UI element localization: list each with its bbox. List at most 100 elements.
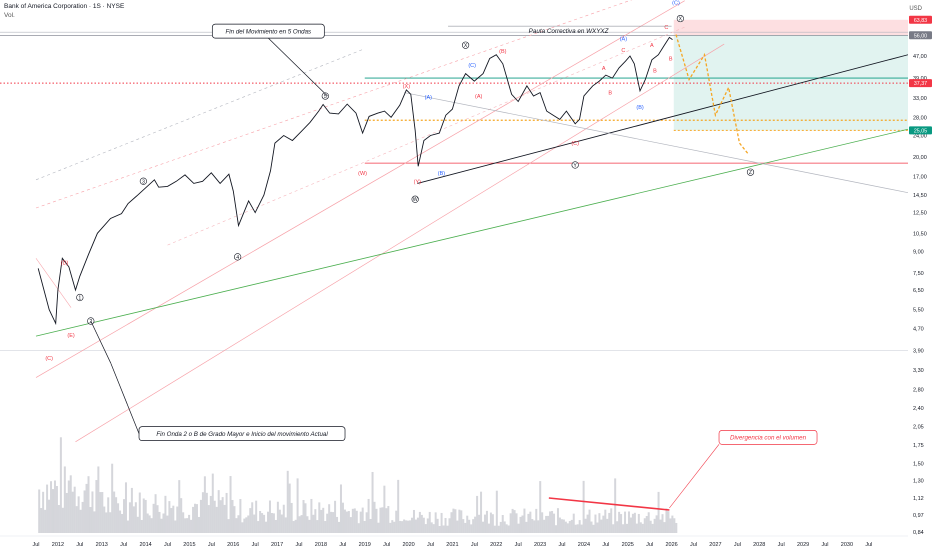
volume-bar xyxy=(117,503,120,533)
volume-bar xyxy=(97,466,100,533)
volume-bar xyxy=(478,514,481,533)
volume-bar xyxy=(63,466,66,533)
channel-line-outer xyxy=(35,0,633,209)
volume-bar xyxy=(560,519,563,533)
volume-bar xyxy=(395,510,398,533)
y-tick-label: 4,70 xyxy=(913,326,924,332)
volume-bar xyxy=(91,491,94,533)
volume-bar xyxy=(399,520,402,533)
volume-bar xyxy=(292,521,295,533)
wave-label: A xyxy=(602,66,606,72)
volume-bar xyxy=(164,495,167,533)
x-tick-label: 2014 xyxy=(139,542,151,548)
volume-bar xyxy=(568,521,571,533)
x-tick-label: 2021 xyxy=(446,542,458,548)
price-series-line[interactable] xyxy=(37,36,673,326)
volume-bar xyxy=(111,463,114,533)
volume-bar xyxy=(357,523,360,533)
volume-bar xyxy=(326,513,329,533)
volume-bar xyxy=(566,523,569,533)
volume-bar xyxy=(657,491,660,533)
volume-indicator-label[interactable]: Vol. xyxy=(4,12,15,19)
volume-bar xyxy=(405,520,408,533)
volume-bar xyxy=(558,517,561,533)
annotation-correctiva-text: Pauta Correctiva en WXYXZ xyxy=(529,28,610,35)
wave-label: (C) xyxy=(468,63,476,69)
annotation-divergencia-pointer xyxy=(669,444,720,509)
volume-bar xyxy=(511,508,514,533)
volume-bar xyxy=(586,514,589,533)
x-tick-label: Jul xyxy=(252,542,259,548)
volume-bar xyxy=(231,499,234,533)
volume-bar xyxy=(274,519,277,533)
volume-bar xyxy=(93,511,96,533)
wave-marker-circle xyxy=(571,161,579,169)
volume-bar xyxy=(541,512,544,533)
volume-bar xyxy=(156,505,159,533)
volume-bar xyxy=(391,520,394,533)
channel-line-lower xyxy=(75,43,725,443)
volume-bar xyxy=(411,517,414,533)
volume-bar xyxy=(653,518,656,533)
volume-bar xyxy=(59,437,62,533)
volume-bar xyxy=(294,519,297,533)
volume-bar xyxy=(182,512,185,533)
volume-bar xyxy=(401,521,404,533)
x-tick-label: 2022 xyxy=(490,542,502,548)
annotation-onda-2-pointer-b xyxy=(110,363,140,434)
volume-bar xyxy=(424,524,427,533)
volume-bar xyxy=(454,509,457,533)
y-tick-label: 39,00 xyxy=(913,76,927,82)
volume-bar xyxy=(77,496,80,533)
y-tick-label: 1,50 xyxy=(913,461,924,467)
volume-bar xyxy=(44,509,47,533)
volume-bar xyxy=(268,500,271,533)
volume-bar xyxy=(103,506,106,533)
volume-bar xyxy=(627,511,630,533)
projection-path xyxy=(675,34,749,155)
volume-bar xyxy=(489,512,492,533)
volume-bar xyxy=(270,512,273,533)
volume-bar xyxy=(215,506,218,533)
volume-bar xyxy=(221,497,224,533)
wave-label: B xyxy=(653,69,657,75)
volume-bar xyxy=(166,515,169,533)
volume-bar xyxy=(622,524,625,533)
volume-bar xyxy=(225,492,228,533)
volume-bar xyxy=(89,507,92,533)
y-tick-label: 17,00 xyxy=(913,174,927,180)
volume-bar xyxy=(188,514,191,533)
wave-marker-circle xyxy=(139,177,147,185)
y-tick-label: 10,50 xyxy=(913,231,927,237)
volume-bar xyxy=(142,498,145,533)
wave-label: (D) xyxy=(61,261,69,267)
volume-bar xyxy=(377,522,380,533)
volume-bar xyxy=(85,483,88,533)
volume-bar xyxy=(192,506,195,533)
y-tick-label: 1,75 xyxy=(913,443,924,449)
volume-bar xyxy=(474,516,477,533)
trend-line-descending xyxy=(404,92,909,194)
volume-bar xyxy=(460,510,463,533)
volume-bar xyxy=(197,516,200,533)
volume-bar xyxy=(385,508,388,533)
wave-marker-circle xyxy=(76,293,84,302)
x-tick-label: 2019 xyxy=(359,542,371,548)
volume-bar xyxy=(442,525,445,533)
volume-bar xyxy=(203,476,206,533)
volume-bar xyxy=(180,498,183,533)
wave-label: 1 xyxy=(78,296,81,302)
volume-bar xyxy=(148,515,151,533)
annotation-divergencia-text: Divergencia con el volumen xyxy=(730,435,807,442)
volume-bar xyxy=(61,507,64,533)
volume-bar xyxy=(144,499,147,533)
level-tag xyxy=(909,79,932,88)
wave-label: (X) xyxy=(403,84,411,90)
volume-bar xyxy=(115,497,118,533)
volume-bar xyxy=(355,510,358,533)
volume-bar xyxy=(667,511,670,533)
volume-bar xyxy=(316,520,319,533)
x-tick-label: 2025 xyxy=(622,542,634,548)
volume-bar xyxy=(554,525,557,533)
